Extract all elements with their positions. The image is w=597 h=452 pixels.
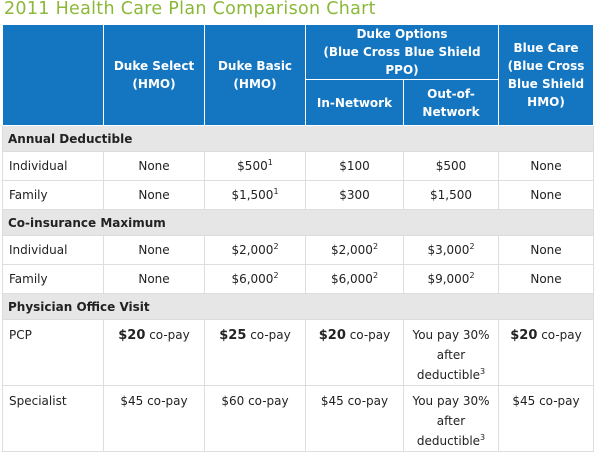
cell-blue-care: None [498,180,594,210]
cell-blue-care: $45 co-pay [498,385,594,452]
header-blue-care: Blue Care (Blue Cross Blue Shield HMO) [498,24,594,126]
page-title: 2011 Health Care Plan Comparison Chart [4,0,376,19]
section-physician-office-visit: Physician Office Visit [2,293,594,320]
section-title: Physician Office Visit [2,293,594,320]
table-row: Family None $1,5001 $300 $1,500 None [2,180,594,210]
cell-out-of-network: $3,0002 [403,235,499,265]
cell-duke-select: None [103,264,205,294]
cell-duke-select: $20 co-pay [103,319,205,386]
table-row: Individual None $5001 $100 $500 None [2,151,594,181]
section-title: Annual Deductible [2,125,594,152]
section-title: Co-insurance Maximum [2,209,594,236]
cell-duke-select: None [103,235,205,265]
cell-out-of-network: $1,500 [403,180,499,210]
cell-blue-care: None [498,151,594,181]
cell-in-network: $45 co-pay [305,385,404,452]
table-row: Family None $6,0002 $6,0002 $9,0002 None [2,264,594,294]
header-corner [2,24,104,126]
header-duke-select: Duke Select (HMO) [103,24,205,126]
cell-blue-care: None [498,264,594,294]
cell-duke-basic: $1,5001 [204,180,306,210]
cell-duke-basic: $25 co-pay [204,319,306,386]
cell-blue-care: None [498,235,594,265]
cell-duke-basic: $2,0002 [204,235,306,265]
row-label: Individual [2,151,104,181]
cell-duke-basic: $60 co-pay [204,385,306,452]
cell-in-network: $2,0002 [305,235,404,265]
cell-in-network: $6,0002 [305,264,404,294]
row-label: Family [2,264,104,294]
cell-duke-basic: $6,0002 [204,264,306,294]
header-duke-basic: Duke Basic (HMO) [204,24,306,126]
cell-duke-select: $45 co-pay [103,385,205,452]
comparison-table: Duke Select (HMO) Duke Basic (HMO) Duke … [2,24,594,452]
cell-blue-care: $20 co-pay [498,319,594,386]
cell-out-of-network: You pay 30% after deductible3 [403,385,499,452]
header-duke-options: Duke Options (Blue Cross Blue Shield PPO… [305,24,499,80]
row-label: Specialist [2,385,104,452]
section-annual-deductible: Annual Deductible [2,125,594,152]
row-label: Family [2,180,104,210]
cell-out-of-network: $500 [403,151,499,181]
header-in-network: In-Network [305,79,404,126]
header-out-of-network: Out-of- Network [403,79,499,126]
cell-duke-select: None [103,151,205,181]
section-coinsurance-maximum: Co-insurance Maximum [2,209,594,236]
table-row: PCP $20 co-pay $25 co-pay $20 co-pay You… [2,319,594,386]
row-label: Individual [2,235,104,265]
cell-in-network: $300 [305,180,404,210]
cell-duke-select: None [103,180,205,210]
cell-out-of-network: $9,0002 [403,264,499,294]
row-label: PCP [2,319,104,386]
table-row: Individual None $2,0002 $2,0002 $3,0002 … [2,235,594,265]
cell-duke-basic: $5001 [204,151,306,181]
table-row: Specialist $45 co-pay $60 co-pay $45 co-… [2,385,594,452]
cell-in-network: $20 co-pay [305,319,404,386]
cell-in-network: $100 [305,151,404,181]
cell-out-of-network: You pay 30% after deductible3 [403,319,499,386]
